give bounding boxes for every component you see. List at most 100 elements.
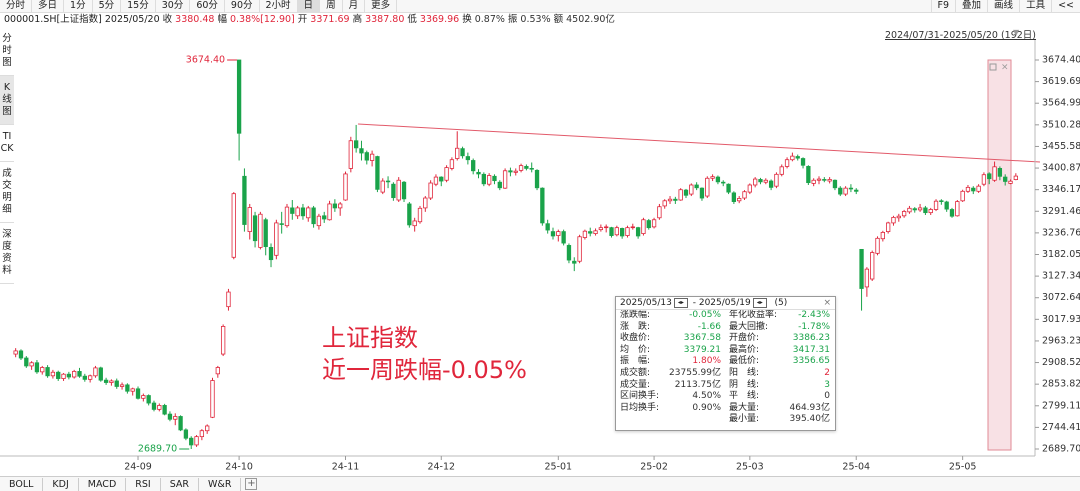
side-tab[interactable]: TICK <box>0 125 14 162</box>
candle-body <box>768 180 774 188</box>
candle-body <box>231 193 236 258</box>
quote-label: 高 <box>352 14 363 25</box>
period-tab[interactable]: 月 <box>343 0 366 12</box>
selection-icon[interactable] <box>989 63 997 71</box>
candle-body <box>407 203 412 226</box>
candle-body <box>215 367 220 375</box>
candle-body <box>306 207 311 219</box>
candle-body <box>199 430 205 438</box>
stat-label: 区间换手: <box>620 391 660 402</box>
y-tick-label: 3510.28 <box>1042 119 1080 130</box>
selection-close[interactable]: × <box>1001 63 1009 73</box>
stat-label: 涨 跌: <box>620 321 651 332</box>
candle-body <box>721 181 726 184</box>
tool-button[interactable]: 工具 <box>1019 0 1051 12</box>
side-tab[interactable]: 成交明细 <box>0 162 14 223</box>
indicator-tab[interactable]: KDJ <box>43 477 79 491</box>
candle-body <box>1003 176 1008 182</box>
candle-body <box>210 380 215 418</box>
sidebar: 分时图 K线图 TICK 成交明细 深度资料 <box>0 27 14 284</box>
candle-body <box>939 200 944 202</box>
stat-value: 4.50% <box>692 391 721 402</box>
candle-body <box>784 159 790 167</box>
candle-body <box>604 226 609 229</box>
period-tab[interactable]: 日 <box>297 0 321 12</box>
candle-body <box>609 227 614 236</box>
extreme-label: 3674.40 <box>186 55 225 66</box>
y-tick-label: 3291.46 <box>1042 206 1080 217</box>
candle-body <box>630 226 635 229</box>
candle-body <box>327 203 332 221</box>
period-tab[interactable]: 5分 <box>93 0 122 12</box>
indicator-tab[interactable]: W&R <box>199 477 242 491</box>
candle-body <box>130 388 135 392</box>
candle-body <box>625 227 630 236</box>
x-tick-label: 24-10 <box>225 462 253 473</box>
x-tick-label: 25-01 <box>545 462 573 473</box>
indicator-tab[interactable]: SAR <box>161 477 200 491</box>
quote-label: 换 <box>462 14 472 25</box>
candle-body <box>449 159 455 169</box>
date-range[interactable]: 2024/07/31-2025/05/20 (192日) <box>885 30 1037 41</box>
stats-left: 涨跌幅: -0.05% 涨 跌: -1.66 收盘价: 3367.58 均 价: 3379.2… <box>616 310 725 426</box>
candle-body <box>444 167 449 181</box>
candle-body <box>689 184 694 195</box>
period-tab[interactable]: 分时 <box>0 0 33 12</box>
candle-body <box>465 156 471 161</box>
candle-body <box>928 209 933 214</box>
candle-body <box>476 171 481 175</box>
candle-body <box>540 187 545 224</box>
y-tick-label: 2689.70 <box>1042 444 1080 455</box>
candle-body <box>790 155 795 161</box>
calendar-icon[interactable]: ◂▸ <box>752 297 767 308</box>
period-tab[interactable]: 15分 <box>121 0 156 12</box>
range-dropdown[interactable]: ▼ <box>1013 28 1020 37</box>
side-tab[interactable]: 分时图 <box>0 27 14 76</box>
tool-button[interactable]: 叠加 <box>955 0 987 12</box>
stat-label: 最大回撤: <box>729 321 769 332</box>
candle-body <box>667 198 673 202</box>
candle-body <box>710 176 715 179</box>
period-tab[interactable]: 1分 <box>64 0 93 12</box>
candle-body <box>56 371 61 379</box>
period-tab[interactable]: 多日 <box>32 0 65 12</box>
stat-value: -1.78% <box>798 321 830 332</box>
quote-date: 2025/05/20 <box>104 14 160 25</box>
candle-body <box>428 182 433 199</box>
side-tab[interactable]: 深度资料 <box>0 223 14 284</box>
period-tab[interactable]: 2小时 <box>260 0 298 12</box>
stat-value: 0 <box>824 391 830 402</box>
candle-body <box>657 206 662 219</box>
period-tab[interactable]: 周 <box>320 0 343 12</box>
stat-value: 2113.75亿 <box>674 379 721 390</box>
quote-value: 0.87% <box>474 14 505 25</box>
add-tab[interactable]: + <box>245 478 258 490</box>
period-tab[interactable]: 更多 <box>365 0 398 12</box>
candle-body <box>268 247 274 261</box>
headline: 上证指数 近一周跌幅-0.05% <box>322 322 527 386</box>
tool-button[interactable]: F9 <box>930 0 956 12</box>
stat-value: -2.43% <box>798 310 830 320</box>
candle-body <box>359 148 364 154</box>
y-tick-label: 2853.82 <box>1042 379 1080 390</box>
candle-body <box>705 177 710 197</box>
period-tab[interactable]: 30分 <box>156 0 191 12</box>
indicator-tab[interactable]: MACD <box>79 477 127 491</box>
side-tab[interactable]: K线图 <box>0 76 14 125</box>
stat-value: 3417.31 <box>792 344 830 355</box>
stats-close[interactable]: × <box>823 298 831 308</box>
candle-body <box>236 59 242 134</box>
indicator-tab[interactable]: RSI <box>126 477 161 491</box>
stat-value: 3 <box>824 379 830 390</box>
tool-button[interactable]: 画线 <box>987 0 1019 12</box>
candle-body <box>497 181 502 189</box>
calendar-icon[interactable]: ◂▸ <box>673 297 688 308</box>
indicator-tab[interactable]: BOLL <box>0 477 44 491</box>
period-tab[interactable]: 60分 <box>190 0 225 12</box>
candle-body <box>290 207 295 214</box>
candle-body <box>72 371 77 378</box>
period-tab[interactable]: 90分 <box>225 0 260 12</box>
candle-body <box>103 379 109 383</box>
tool-button[interactable]: << <box>1051 0 1080 12</box>
candle-body <box>141 395 146 399</box>
